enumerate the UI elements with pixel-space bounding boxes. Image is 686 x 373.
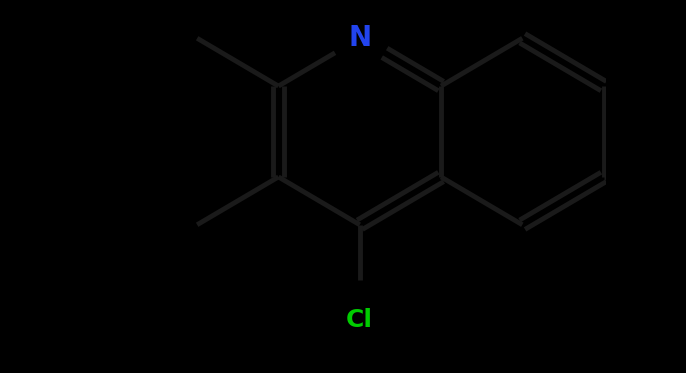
Text: N: N xyxy=(348,24,371,52)
Text: Cl: Cl xyxy=(346,308,373,332)
